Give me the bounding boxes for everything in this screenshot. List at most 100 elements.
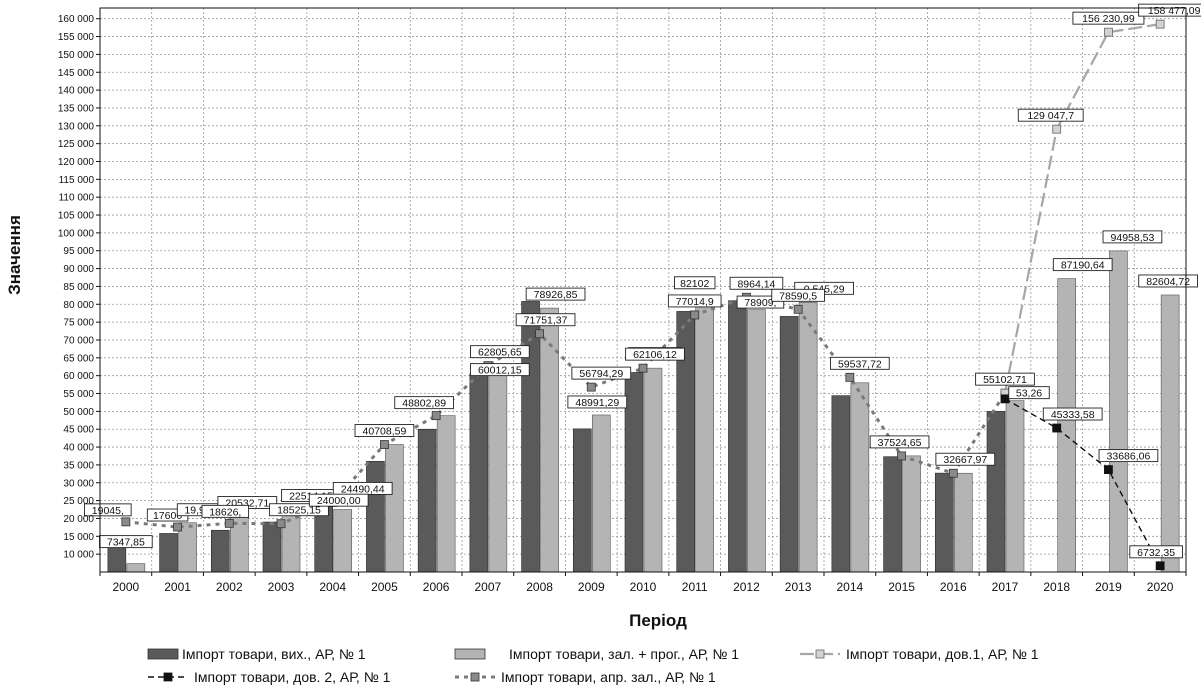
- x-tick-label: 2013: [785, 580, 812, 594]
- series-marker-forecast-upper: [1052, 124, 1062, 134]
- y-tick-label: 55 000: [63, 389, 94, 400]
- bar-imports-actual: [417, 428, 437, 573]
- y-tick-label: 115 000: [59, 175, 95, 186]
- series-marker-forecast-lower: [1155, 561, 1165, 571]
- y-tick-label: 105 000: [58, 211, 95, 222]
- bar-imports-actual: [469, 373, 489, 573]
- data-label: 55102,71: [983, 374, 1027, 386]
- data-label-box: [201, 504, 250, 518]
- data-label: 60012,15: [478, 365, 522, 377]
- data-label-box: [470, 345, 530, 359]
- data-label: 45333,58: [1051, 409, 1095, 421]
- bar-imports-actual: [728, 300, 747, 573]
- series-marker-approximation: [690, 310, 700, 320]
- data-label-box: [729, 276, 784, 290]
- x-tick-label: 2006: [423, 580, 450, 594]
- series-marker-forecast-upper: [1104, 27, 1113, 37]
- legend-label: Імпорт товари, дов.1, АР, № 1: [846, 646, 1039, 662]
- bar-imports-forecast: [953, 472, 973, 573]
- data-label-box: [667, 294, 722, 308]
- series-marker-approximation: [173, 522, 182, 532]
- data-label-box: [1102, 230, 1163, 244]
- x-tick-label: 2002: [216, 580, 243, 594]
- data-label: 78909,: [744, 297, 776, 309]
- x-tick-label: 2014: [837, 580, 864, 594]
- legend-swatch: [147, 648, 179, 660]
- y-tick-label: 75 000: [63, 318, 94, 329]
- y-tick-label: 140 000: [58, 86, 95, 97]
- series-marker-approximation: [224, 518, 234, 528]
- x-tick-label: 2000: [113, 580, 140, 594]
- data-label: 78926,85: [534, 289, 578, 301]
- data-label: 18626,: [209, 506, 241, 518]
- data-label-box: [571, 366, 632, 380]
- data-label-box: [308, 493, 369, 507]
- data-label-box: [771, 288, 825, 302]
- data-label-box: [1129, 545, 1183, 559]
- data-label: 78590,5: [779, 290, 817, 302]
- series-line-forecast-upper: [1003, 23, 1161, 394]
- bar-imports-forecast: [281, 509, 301, 573]
- bar-imports-forecast: [436, 415, 456, 573]
- y-tick-label: 150 000: [58, 50, 95, 61]
- data-label-box: [1072, 11, 1145, 25]
- x-tick-label: 2019: [1095, 580, 1122, 594]
- data-label-box: [1017, 108, 1084, 122]
- series-marker-forecast-lower: [1000, 394, 1010, 404]
- legend-label: Імпорт товари, вих., АР, № 1: [182, 646, 366, 662]
- legend: Імпорт товари, вих., АР, № 1 Імпорт товар…: [147, 646, 1039, 685]
- y-tick-label: 95 000: [63, 246, 94, 257]
- x-tick-label: 2003: [268, 580, 295, 594]
- bar-imports-forecast: [643, 367, 663, 573]
- series-marker-approximation: [121, 517, 131, 527]
- bar-imports-forecast: [747, 309, 766, 573]
- data-label-box: [470, 363, 530, 377]
- data-label-box: [625, 347, 685, 361]
- bar-imports-actual: [934, 472, 954, 573]
- series-marker-approximation: [948, 468, 958, 478]
- bar-imports-actual: [210, 529, 230, 573]
- series-marker-forecast-upper: [1155, 19, 1165, 29]
- y-tick-label: 45 000: [63, 425, 94, 436]
- x-tick-label: 2011: [682, 580, 708, 594]
- data-label: 6732,35: [1137, 547, 1175, 559]
- bar-imports-actual: [986, 411, 1006, 573]
- data-label-box: [674, 276, 716, 290]
- y-tick-label: 100 000: [58, 228, 95, 239]
- data-label: 62805,65: [478, 347, 522, 359]
- data-label-box: [567, 395, 628, 409]
- data-label: 8964,14: [737, 278, 775, 290]
- data-label: 40708,59: [363, 426, 407, 438]
- y-tick-label: 60 000: [63, 371, 94, 382]
- legend-label: Імпорт товари, апр. зал., АР, № 1: [501, 669, 716, 685]
- y-tick-label: 90 000: [63, 264, 94, 275]
- y-tick-label: 40 000: [63, 443, 94, 454]
- series-marker-forecast-lower: [1052, 423, 1062, 433]
- series-marker-approximation: [276, 519, 286, 529]
- bar-imports-forecast: [1160, 294, 1180, 573]
- data-label-box: [1042, 407, 1103, 421]
- data-label-box: [1052, 258, 1113, 272]
- data-label: 158 477,09: [1148, 5, 1201, 17]
- x-tick-label: 2012: [733, 580, 760, 594]
- data-label-box: [515, 313, 576, 327]
- data-label: 24000,00: [317, 495, 361, 507]
- bar-imports-forecast: [488, 375, 508, 573]
- data-label: 48991,29: [575, 397, 619, 409]
- x-tick-label: 2005: [371, 580, 398, 594]
- data-label: 19045,: [92, 505, 124, 517]
- data-label-box: [1008, 386, 1050, 400]
- x-tick-label: 2018: [1043, 580, 1070, 594]
- legend-marker: [163, 672, 173, 682]
- x-tick-label: 2016: [940, 580, 967, 594]
- y-tick-label: 110 000: [59, 193, 95, 204]
- legend-marker: [815, 649, 825, 659]
- y-tick-label: 125 000: [58, 139, 95, 150]
- x-axis-title: Період: [629, 611, 687, 630]
- bar-imports-forecast: [591, 414, 611, 573]
- data-label-box: [975, 372, 1035, 386]
- legend-marker: [470, 672, 480, 682]
- bar-imports-actual: [779, 316, 799, 573]
- y-tick-label: 10 000: [63, 550, 94, 561]
- legend-label: Імпорт товари, дов. 2, АР, № 1: [194, 669, 391, 685]
